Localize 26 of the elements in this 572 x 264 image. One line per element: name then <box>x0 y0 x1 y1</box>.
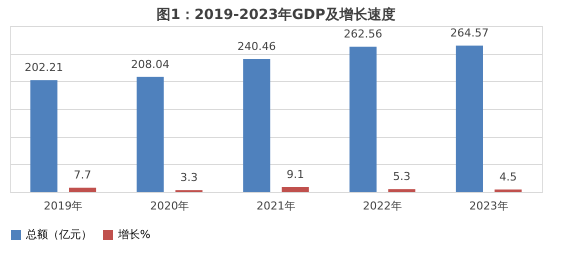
bar <box>350 46 377 192</box>
bar <box>136 76 164 192</box>
data-label: 202.21 <box>24 61 64 74</box>
data-label: 264.57 <box>450 26 489 40</box>
bar <box>30 80 58 192</box>
bar <box>282 186 309 192</box>
x-tick-label: 2022年 <box>362 200 402 212</box>
bar <box>69 188 96 192</box>
data-label: 262.56 <box>344 28 382 41</box>
data-label: 4.5 <box>499 170 517 184</box>
legend-label: 总额（亿元） <box>25 228 92 241</box>
x-tick-label: 2021年 <box>256 200 296 212</box>
chart-title: 图1：2019-2023年GDP及增长速度 <box>156 6 396 23</box>
data-label: 208.04 <box>131 58 170 71</box>
bar <box>456 46 483 192</box>
data-label: 5.3 <box>392 170 410 184</box>
data-label: 7.7 <box>74 168 92 182</box>
x-tick-label: 2023年 <box>469 200 508 212</box>
data-label: 3.3 <box>180 171 198 184</box>
data-label: 9.1 <box>286 168 304 181</box>
bar <box>388 189 416 192</box>
x-tick-label: 2020年 <box>150 200 190 212</box>
bar <box>243 58 270 192</box>
x-tick-label: 2019年 <box>44 200 83 212</box>
data-label: 240.46 <box>237 40 276 53</box>
legend-label: 增长% <box>117 228 150 241</box>
